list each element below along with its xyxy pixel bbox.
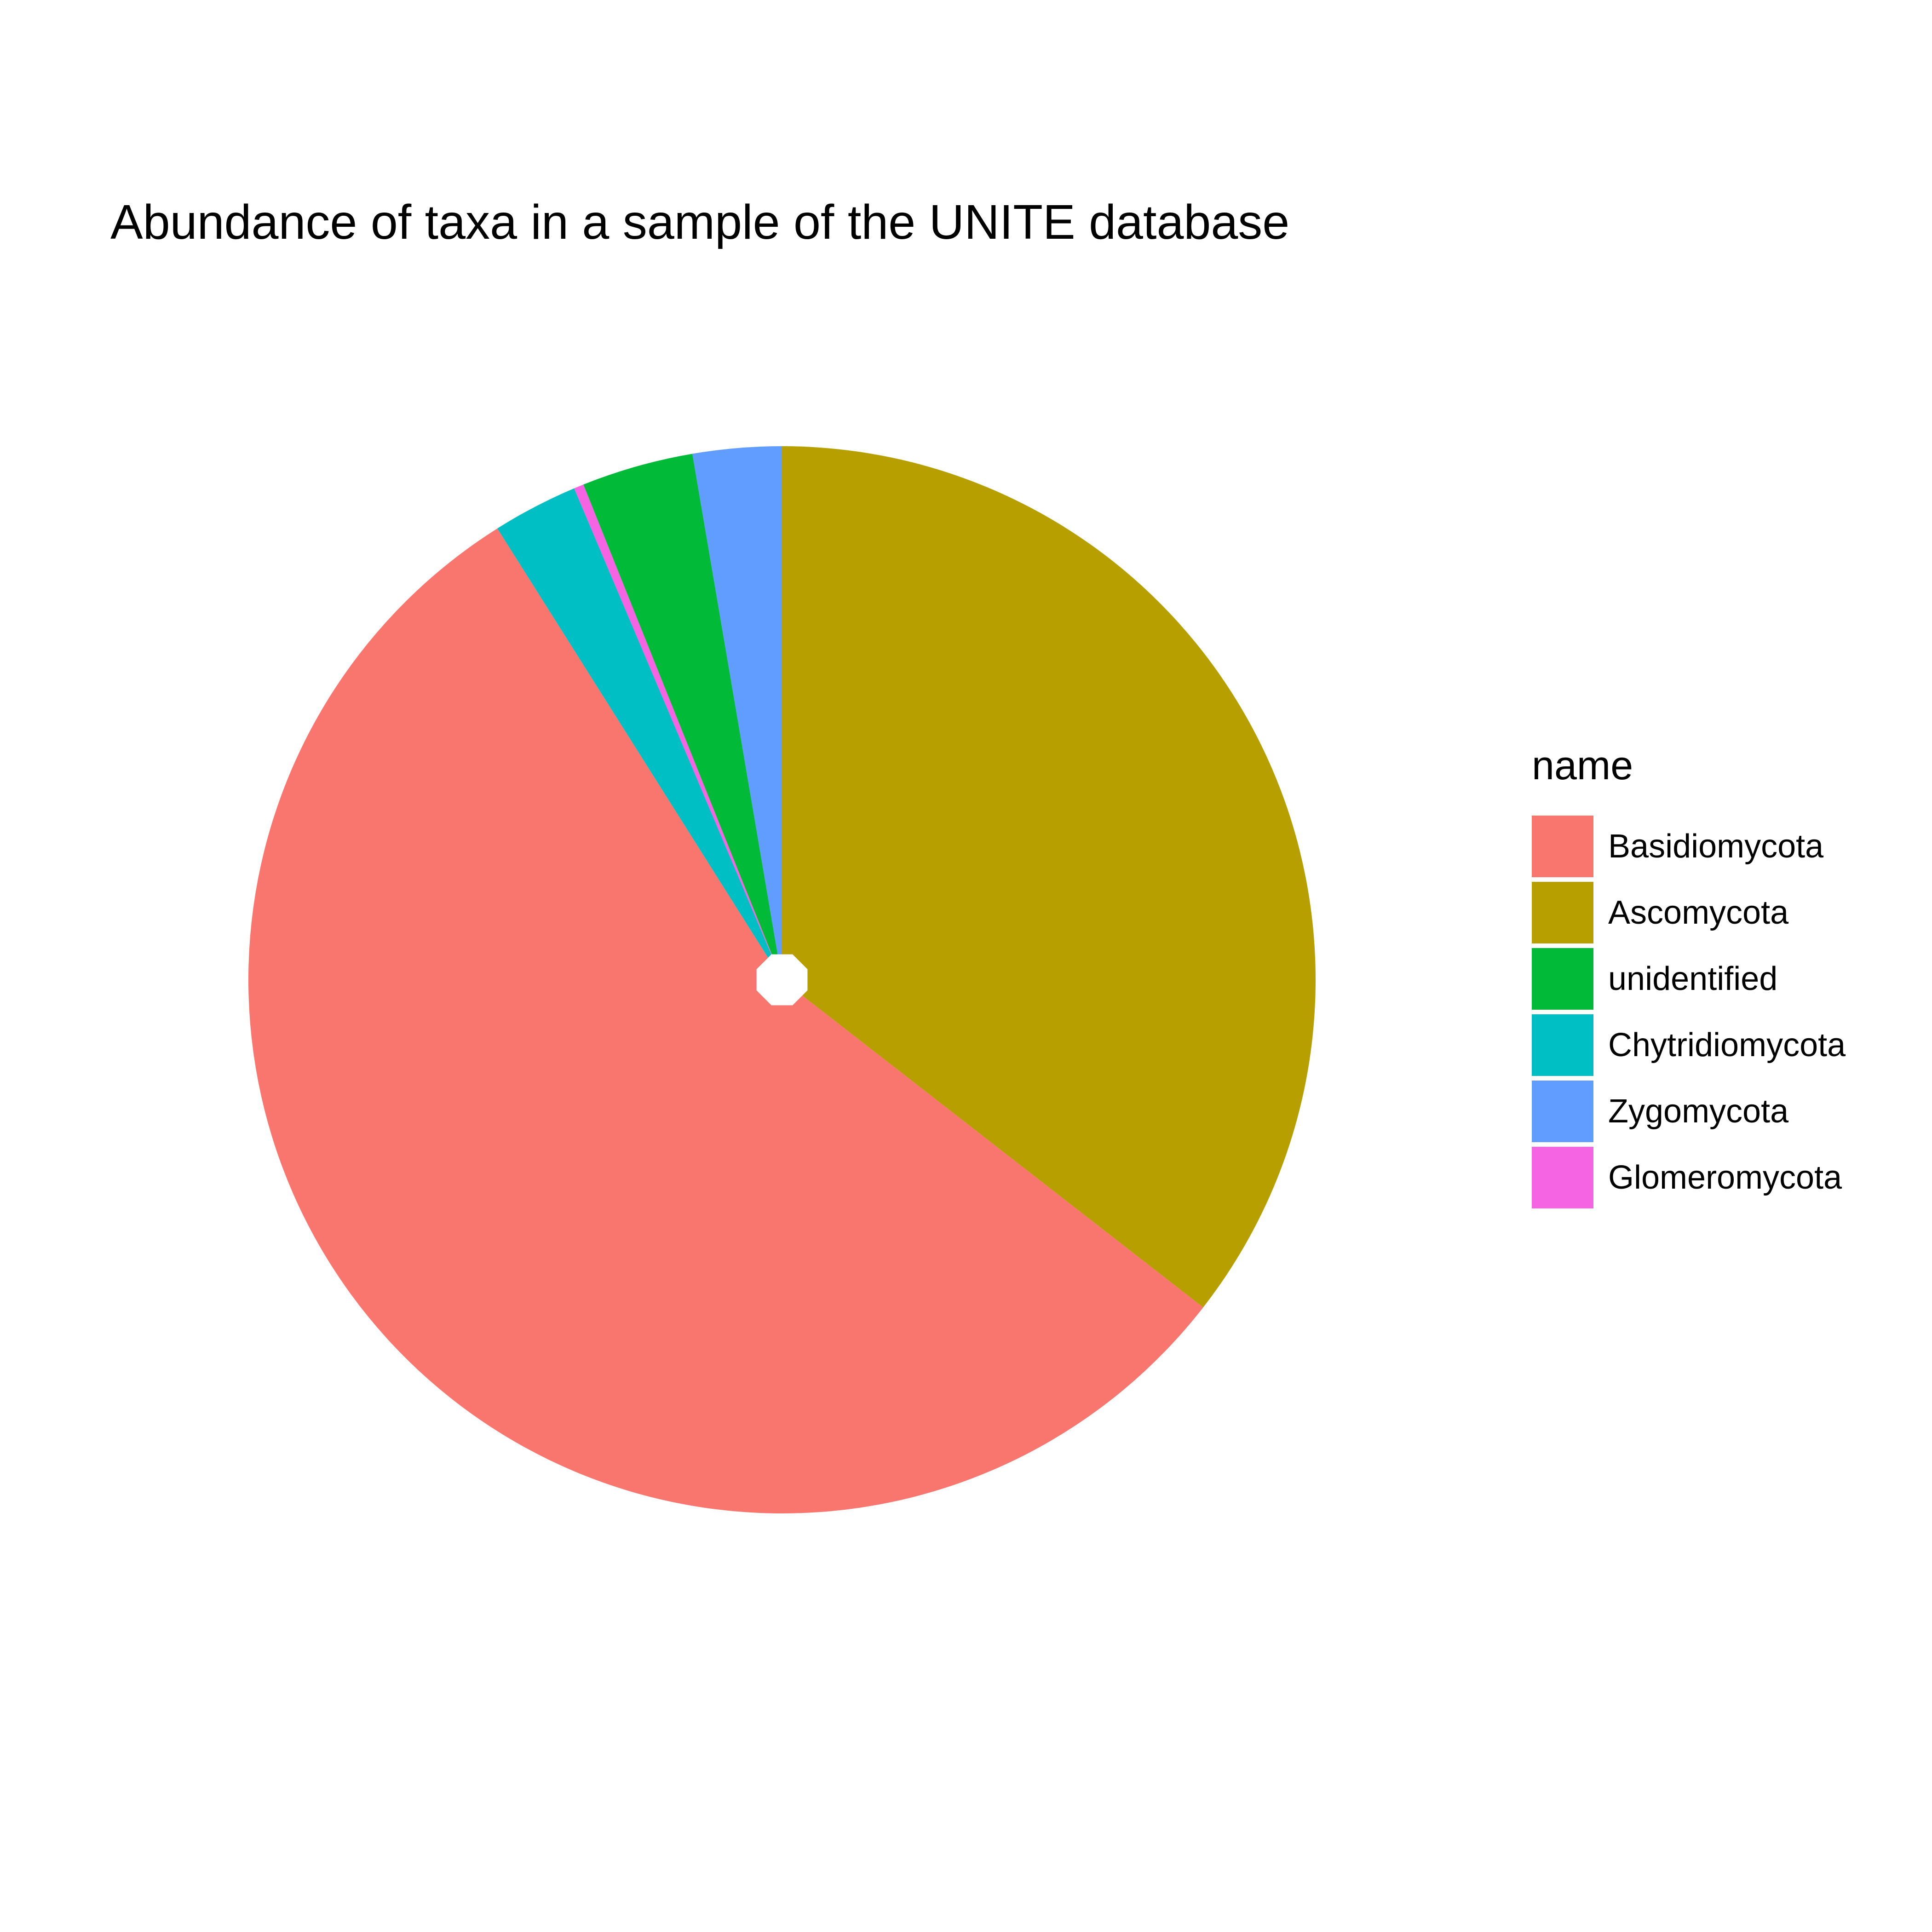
legend-swatch bbox=[1532, 1081, 1593, 1142]
pie-slices bbox=[248, 446, 1316, 1513]
pie-slice-chytridiomycota bbox=[497, 488, 782, 980]
legend-swatch bbox=[1532, 1014, 1593, 1076]
legend-label: Glomeromycota bbox=[1608, 1159, 1842, 1196]
legend-label: Zygomycota bbox=[1608, 1093, 1789, 1130]
pie-slice-basidiomycota bbox=[248, 528, 1203, 1513]
legend-label: Chytridiomycota bbox=[1608, 1027, 1846, 1064]
legend-label: Ascomycota bbox=[1608, 894, 1789, 931]
chart-title: Abundance of taxa in a sample of the UNI… bbox=[110, 195, 1290, 249]
legend-item: Chytridiomycota bbox=[1532, 1012, 1927, 1078]
legend-label: unidentified bbox=[1608, 960, 1778, 997]
pie-slice-unidentified bbox=[583, 454, 782, 980]
pie-slice-glomeromycota bbox=[574, 484, 782, 980]
legend-item: Zygomycota bbox=[1532, 1078, 1927, 1144]
legend-title: name bbox=[1532, 742, 1633, 788]
legend-item: Basidiomycota bbox=[1532, 813, 1927, 880]
legend-item: Ascomycota bbox=[1532, 880, 1927, 946]
legend-item: Glomeromycota bbox=[1532, 1144, 1927, 1211]
legend: name Basidiomycota Ascomycota unidentified… bbox=[1532, 745, 1927, 1211]
legend-swatch bbox=[1532, 1147, 1593, 1208]
legend-label: Basidiomycota bbox=[1608, 828, 1824, 865]
legend-items: Basidiomycota Ascomycota unidentified Chytr… bbox=[1532, 813, 1927, 1211]
legend-swatch bbox=[1532, 816, 1593, 877]
pie-slice-ascomycota bbox=[782, 446, 1316, 1308]
legend-swatch bbox=[1532, 882, 1593, 943]
pie-slice-zygomycota bbox=[692, 446, 782, 980]
legend-swatch bbox=[1532, 948, 1593, 1010]
pie-center-hole bbox=[756, 954, 808, 1006]
legend-item: unidentified bbox=[1532, 946, 1927, 1012]
